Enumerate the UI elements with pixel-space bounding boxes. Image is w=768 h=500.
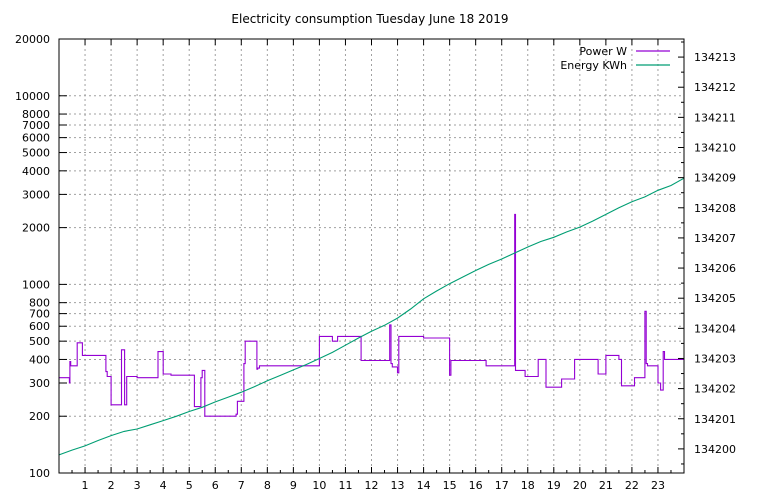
y2-tick-label: 134209: [694, 172, 736, 185]
y-tick-label: 3000: [22, 188, 50, 201]
x-tick-label: 1: [82, 479, 89, 492]
y-tick-label: 4000: [22, 165, 50, 178]
y-tick-label: 1000: [22, 278, 50, 291]
y2-tick-label: 134202: [694, 383, 736, 396]
x-tick-label: 18: [521, 479, 535, 492]
x-tick-label: 9: [290, 479, 297, 492]
x-tick-label: 6: [212, 479, 219, 492]
x-tick-label: 13: [391, 479, 405, 492]
y-tick-label: 8000: [22, 108, 50, 121]
x-tick-label: 12: [365, 479, 379, 492]
x-tick-label: 15: [443, 479, 457, 492]
y-tick-label: 100: [29, 467, 50, 480]
x-tick-label: 2: [108, 479, 115, 492]
y2-tick-label: 134205: [694, 292, 736, 305]
y-tick-label: 500: [29, 335, 50, 348]
x-tick-label: 22: [625, 479, 639, 492]
y2-tick-label: 134211: [694, 111, 736, 124]
x-tick-label: 20: [573, 479, 587, 492]
legend-label-energy: Energy KWh: [560, 59, 627, 72]
y-tick-label: 700: [29, 308, 50, 321]
y-tick-label: 600: [29, 320, 50, 333]
series-layer: [58, 177, 685, 456]
y-tick-label: 10000: [15, 90, 50, 103]
y2-tick-label: 134207: [694, 232, 736, 245]
x-tick-label: 23: [651, 479, 665, 492]
tick-layer: 1 2 3 4 5 6 7 8 9 10 11 12 13 14 15 16 17 18 19 20 21 22 23200…: [15, 33, 736, 492]
y2-tick-label: 134213: [694, 51, 736, 64]
y-tick-label: 400: [29, 353, 50, 366]
y-tick-label: 300: [29, 377, 50, 390]
x-tick-label: 5: [186, 479, 193, 492]
chart-title: Electricity consumption Tuesday June 18 …: [231, 12, 508, 26]
y2-tick-label: 134208: [694, 202, 736, 215]
y-tick-label: 5000: [22, 147, 50, 160]
y-tick-label: 20000: [15, 33, 50, 46]
x-tick-label: 4: [160, 479, 167, 492]
x-tick-label: 10: [312, 479, 326, 492]
y-tick-label: 200: [29, 410, 50, 423]
y2-tick-label: 134212: [694, 81, 736, 94]
legend: Power W Energy KWh: [560, 45, 670, 72]
x-tick-label: 3: [134, 479, 141, 492]
y2-tick-label: 134200: [694, 443, 736, 456]
x-tick-label: 14: [417, 479, 431, 492]
y2-tick-label: 134201: [694, 413, 736, 426]
x-tick-label: 17: [495, 479, 509, 492]
y2-tick-label: 134210: [694, 142, 736, 155]
y2-tick-label: 134203: [694, 352, 736, 365]
x-tick-label: 19: [547, 479, 561, 492]
energy-series-line: [58, 177, 685, 456]
legend-label-power: Power W: [579, 45, 627, 58]
y2-tick-label: 134206: [694, 262, 736, 275]
y-tick-label: 2000: [22, 222, 50, 235]
grid-layer: [59, 39, 684, 473]
x-tick-label: 8: [264, 479, 271, 492]
y-tick-label: 6000: [22, 132, 50, 145]
x-tick-label: 21: [599, 479, 613, 492]
x-tick-label: 7: [238, 479, 245, 492]
x-tick-label: 16: [469, 479, 483, 492]
y2-tick-label: 134204: [694, 322, 736, 335]
y-tick-label: 7000: [22, 119, 50, 132]
x-tick-label: 11: [338, 479, 352, 492]
y-tick-label: 800: [29, 297, 50, 310]
